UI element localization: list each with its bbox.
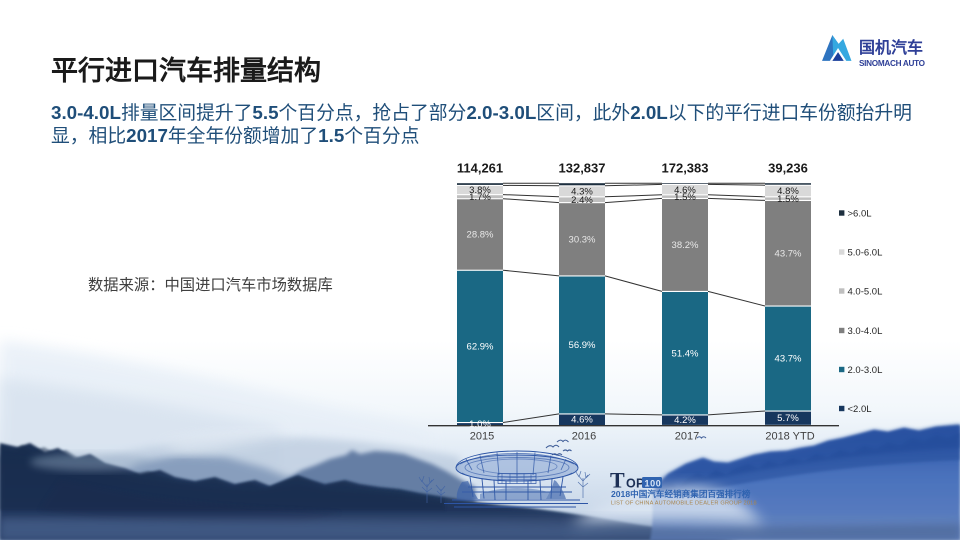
svg-text:43.7%: 43.7% (775, 354, 802, 365)
svg-text:2018中国汽车经销商集团百强排行榜: 2018中国汽车经销商集团百强排行榜 (611, 488, 751, 499)
svg-text:2015: 2015 (470, 431, 494, 443)
svg-text:LIST OF CHINA AUTOMOBILE DEALE: LIST OF CHINA AUTOMOBILE DEALER GROUP 20… (611, 501, 757, 507)
svg-text:43.7%: 43.7% (775, 248, 802, 259)
svg-text:132,837: 132,837 (559, 161, 606, 176)
svg-text:3.8%: 3.8% (469, 185, 491, 196)
svg-text:1.5%: 1.5% (777, 194, 799, 205)
svg-text:100: 100 (645, 478, 662, 488)
svg-text:T: T (610, 468, 625, 493)
svg-text:5.0-6.0L: 5.0-6.0L (848, 247, 883, 258)
svg-text:38.2%: 38.2% (672, 240, 699, 251)
svg-text:2016: 2016 (572, 431, 596, 443)
svg-text:4.0-5.0L: 4.0-5.0L (848, 286, 883, 297)
svg-text:56.9%: 56.9% (569, 340, 596, 351)
svg-text:<2.0L: <2.0L (848, 404, 872, 415)
svg-text:5.7%: 5.7% (777, 413, 799, 424)
svg-text:OP: OP (626, 477, 645, 491)
svg-text:4.8%: 4.8% (777, 186, 799, 197)
svg-text:1.7%: 1.7% (469, 192, 491, 203)
svg-text:39,236: 39,236 (768, 161, 808, 176)
svg-text:4.6%: 4.6% (674, 185, 696, 196)
svg-text:3.0-4.0L: 3.0-4.0L (848, 326, 883, 337)
svg-text:1.5%: 1.5% (674, 192, 696, 203)
svg-text:4.6%: 4.6% (571, 415, 593, 426)
svg-text:2017: 2017 (675, 431, 699, 443)
svg-text:2.4%: 2.4% (571, 195, 593, 206)
svg-text:30.3%: 30.3% (569, 234, 596, 245)
svg-text:114,261: 114,261 (457, 161, 503, 176)
svg-text:172,383: 172,383 (662, 161, 709, 176)
svg-text:>6.0L: >6.0L (848, 208, 872, 219)
svg-text:4.3%: 4.3% (571, 187, 593, 198)
svg-text:51.4%: 51.4% (672, 348, 699, 359)
svg-text:1.0%: 1.0% (469, 419, 491, 430)
svg-text:2018 YTD: 2018 YTD (765, 431, 814, 443)
svg-text:4.2%: 4.2% (674, 415, 696, 426)
svg-text:28.8%: 28.8% (467, 230, 494, 241)
svg-text:62.9%: 62.9% (467, 342, 494, 353)
svg-text:2.0-3.0L: 2.0-3.0L (848, 365, 883, 376)
